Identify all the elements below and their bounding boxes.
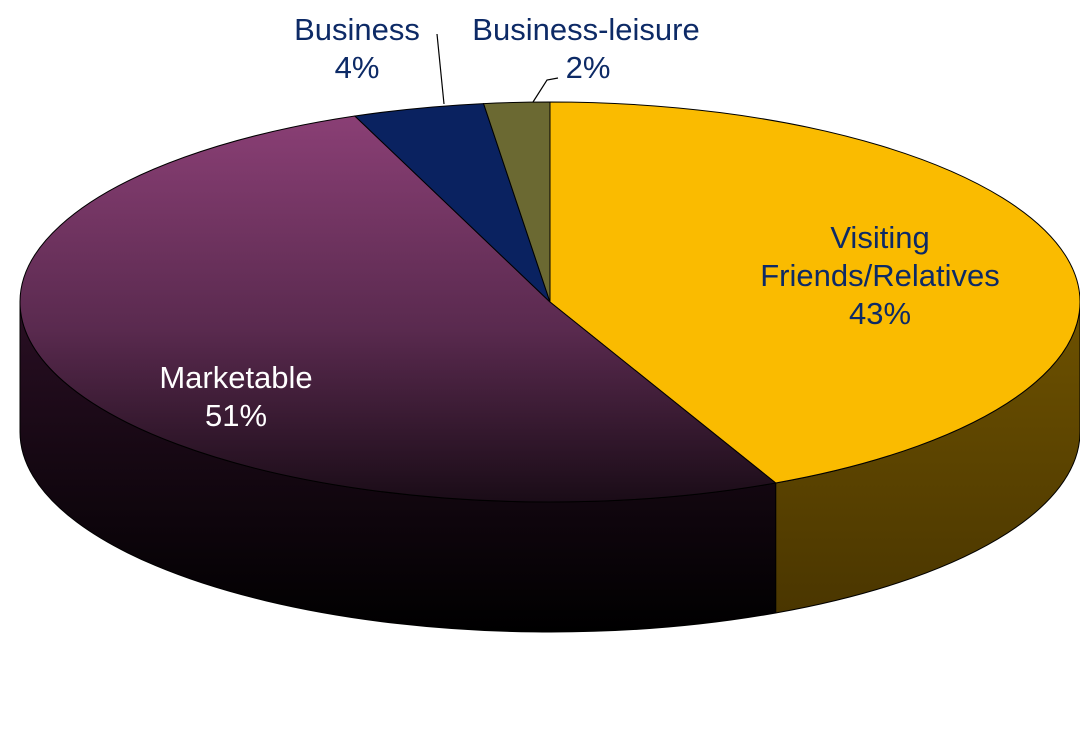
data-label-value: 2%	[566, 50, 611, 85]
data-label-name: Visiting	[830, 220, 929, 255]
data-label-name: Business	[294, 12, 420, 47]
slice-marketable	[19, 115, 777, 503]
data-label-value: 51%	[205, 398, 267, 433]
leader-line	[532, 77, 559, 103]
data-label-name: Friends/Relatives	[760, 258, 999, 293]
data-label-value: 4%	[335, 50, 380, 85]
slice-visiting-friends-relatives	[549, 101, 1080, 484]
data-label-value: 43%	[849, 296, 911, 331]
slice-business-leisure	[482, 101, 551, 303]
leader-line	[436, 33, 445, 105]
data-label-name: Marketable	[159, 360, 312, 395]
data-label-name: Business-leisure	[472, 12, 699, 47]
